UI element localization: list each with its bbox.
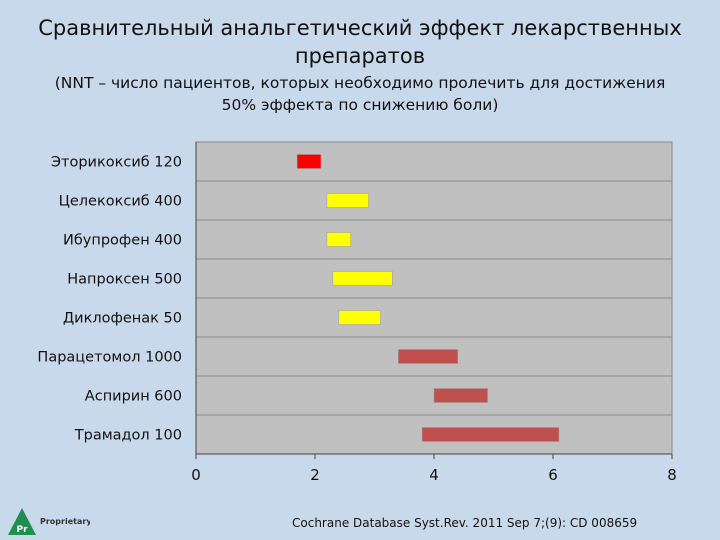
- bar: [338, 310, 381, 325]
- y-tick-label: Трамадол 100: [74, 428, 182, 444]
- bar: [326, 193, 369, 208]
- chart-subtitle: (NNT – число пациентов, которых необходи…: [54, 74, 666, 114]
- y-tick-label: Аспирин 600: [85, 389, 182, 405]
- y-tick-label: Целекоксиб 400: [59, 194, 182, 210]
- proprietary-logo: Pr Proprietary: [8, 508, 90, 535]
- logo-text: Proprietary: [40, 517, 90, 526]
- y-tick-label: Диклофенак 50: [63, 311, 182, 327]
- x-tick-label: 4: [429, 466, 439, 484]
- x-tick-label: 8: [667, 466, 677, 484]
- y-tick-label: Парацетомол 1000: [37, 350, 182, 366]
- bar: [421, 427, 560, 442]
- bar: [332, 271, 393, 286]
- bar: [296, 154, 322, 169]
- y-tick-label: Напроксен 500: [67, 272, 182, 288]
- y-tick-label: Эторикоксиб 120: [51, 155, 182, 171]
- bar: [433, 388, 488, 403]
- y-tick-label: Ибупрофен 400: [63, 233, 182, 249]
- bar: [326, 232, 351, 247]
- logo-mark: Pr: [16, 525, 28, 535]
- x-tick-label: 2: [310, 466, 320, 484]
- chart-title: Сравнительный анальгетический эффект лек…: [38, 16, 682, 68]
- x-tick-label: 0: [191, 466, 201, 484]
- source-citation: Cochrane Database Syst.Rev. 2011 Sep 7;(…: [292, 516, 638, 530]
- x-tick-label: 6: [548, 466, 558, 484]
- bar: [398, 349, 459, 364]
